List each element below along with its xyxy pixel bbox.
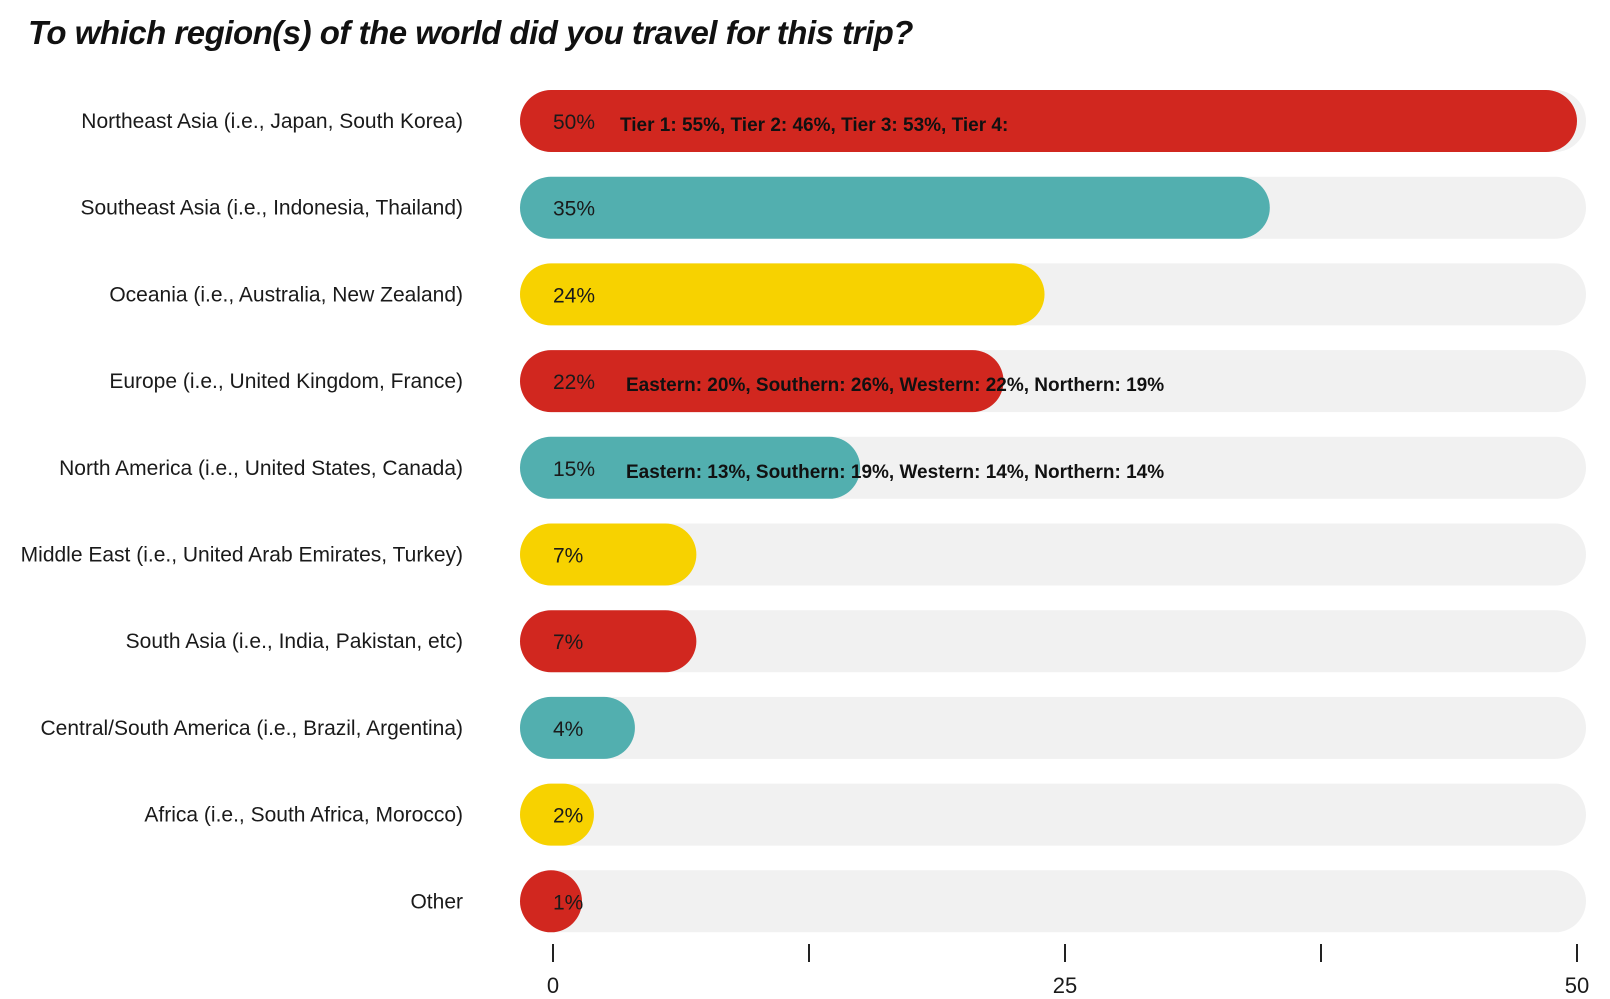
category-label: Southeast Asia (i.e., Indonesia, Thailan…: [80, 197, 463, 220]
bar: [520, 783, 594, 846]
bar-track: [520, 783, 1586, 846]
category-label: Central/South America (i.e., Brazil, Arg…: [40, 717, 463, 740]
bar: [520, 436, 861, 499]
data-label: 24%: [553, 284, 595, 307]
x-tick-label: 0: [547, 973, 559, 998]
data-label: 1%: [553, 891, 583, 914]
annotation-label: Tier 1: 55%, Tier 2: 46%, Tier 3: 53%, T…: [620, 115, 1008, 136]
x-tick-label: 50: [1565, 973, 1589, 998]
data-label: 7%: [553, 545, 583, 568]
data-label: 7%: [553, 631, 583, 654]
bar-track: [520, 523, 1586, 586]
value-labels: 50% 35% 24% 22% 15% 7% 7% 4% 2% 1%: [553, 111, 595, 914]
category-label: Africa (i.e., South Africa, Morocco): [144, 804, 463, 827]
data-label: 50%: [553, 111, 595, 134]
category-label: South Asia (i.e., India, Pakistan, etc): [126, 630, 463, 653]
bar: [520, 523, 697, 586]
bar: [520, 696, 635, 759]
bar-track: [520, 610, 1586, 673]
data-label: 15%: [553, 458, 595, 481]
data-label: 35%: [553, 198, 595, 221]
x-tick-label: 25: [1053, 973, 1077, 998]
category-label: North America (i.e., United States, Cana…: [59, 457, 463, 480]
bar: [520, 176, 1270, 239]
bar: [520, 870, 582, 933]
bar: [520, 263, 1045, 326]
data-label: 2%: [553, 805, 583, 828]
category-label: Northeast Asia (i.e., Japan, South Korea…: [81, 110, 463, 133]
annotation-label: Eastern: 20%, Southern: 26%, Western: 22…: [626, 375, 1164, 396]
category-labels: Northeast Asia (i.e., Japan, South Korea…: [21, 110, 463, 913]
category-label: Europe (i.e., United Kingdom, France): [109, 370, 463, 393]
annotations: Tier 1: 55%, Tier 2: 46%, Tier 3: 53%, T…: [620, 115, 1164, 483]
data-label: 4%: [553, 718, 583, 741]
bar: [520, 350, 1004, 413]
category-label: Middle East (i.e., United Arab Emirates,…: [21, 544, 463, 567]
bar-track: [520, 870, 1586, 933]
bar: [520, 90, 1577, 152]
bars: [520, 90, 1577, 933]
category-label: Other: [410, 890, 463, 913]
bar: [520, 610, 697, 673]
category-label: Oceania (i.e., Australia, New Zealand): [109, 283, 463, 306]
data-label: 22%: [553, 371, 595, 394]
annotation-label: Eastern: 13%, Southern: 19%, Western: 14…: [626, 462, 1164, 483]
bar-track: [520, 696, 1586, 759]
chart-title: To which region(s) of the world did you …: [28, 14, 913, 51]
x-axis: 0 25 50: [547, 944, 1589, 998]
